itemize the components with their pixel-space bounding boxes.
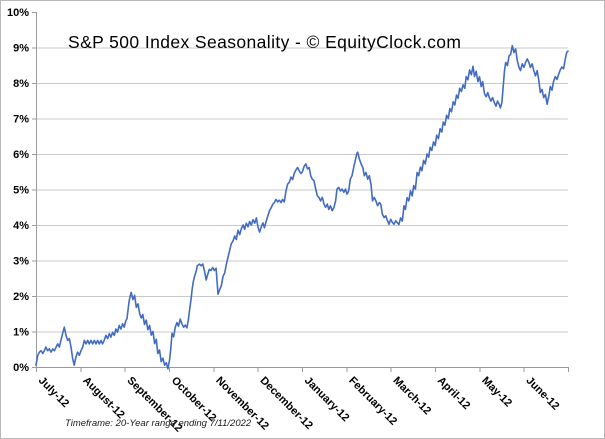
y-axis-label: 3% — [13, 256, 29, 268]
y-axis-label: 2% — [13, 291, 29, 303]
y-axis-label: 6% — [13, 149, 29, 161]
y-axis-label: 9% — [13, 43, 29, 55]
x-axis-label: March-12 — [391, 375, 434, 418]
y-axis-label: 0% — [13, 362, 29, 374]
y-axis-label: 8% — [13, 78, 29, 90]
y-axis-label: 5% — [13, 185, 29, 197]
y-axis-label: 4% — [13, 220, 29, 232]
timeframe-note: Timeframe: 20-Year range ending 7/11/202… — [65, 418, 252, 429]
x-axis-label: July-12 — [36, 375, 71, 410]
x-axis-label: August-12 — [80, 375, 127, 422]
x-axis-label: June-12 — [524, 375, 562, 413]
x-axis-label: May-12 — [479, 375, 514, 410]
y-axis-label: 1% — [13, 327, 29, 339]
y-axis-label: 10% — [7, 7, 29, 19]
y-axis-label: 7% — [13, 114, 29, 126]
x-axis-label: April-12 — [435, 375, 472, 412]
chart-title: S&P 500 Index Seasonality - © EquityCloc… — [68, 32, 462, 52]
seasonality-series-line — [35, 44, 569, 370]
